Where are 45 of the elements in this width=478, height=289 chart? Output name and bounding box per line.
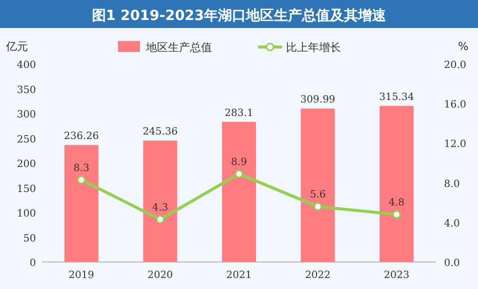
bar bbox=[300, 108, 335, 262]
point bbox=[77, 176, 86, 184]
x-tick-label: 2019 bbox=[68, 270, 94, 281]
y2-tick-label: 0.0 bbox=[444, 258, 460, 269]
data-label: 8.9 bbox=[231, 156, 247, 168]
data-label: 5.6 bbox=[310, 190, 326, 201]
y-tick-label: 200 bbox=[16, 159, 36, 170]
bar bbox=[64, 145, 98, 262]
y-tick-label: 0 bbox=[30, 258, 36, 269]
chart-title: 图1 2019-2023年湖口地区生产总值及其增速 bbox=[92, 7, 388, 24]
y2-tick-label: 12.0 bbox=[444, 139, 466, 150]
point bbox=[234, 170, 244, 178]
point bbox=[156, 215, 164, 224]
y-tick-label: 100 bbox=[16, 208, 36, 220]
bar bbox=[380, 106, 414, 262]
y-tick-label: 350 bbox=[16, 84, 36, 96]
x-tick-label: 2023 bbox=[384, 270, 410, 281]
data-label: 309.99 bbox=[300, 94, 336, 106]
bar bbox=[222, 122, 256, 262]
data-label: 8.3 bbox=[73, 162, 90, 174]
y2-tick-label: 20.0 bbox=[444, 60, 466, 71]
y-tick-label: 300 bbox=[16, 110, 36, 120]
data-label: 4.8 bbox=[388, 197, 405, 208]
y2-axis-title: % bbox=[458, 40, 468, 53]
bar bbox=[143, 140, 178, 262]
y2-tick-label: 4.0 bbox=[444, 218, 460, 230]
y-tick-label: 50 bbox=[23, 233, 36, 244]
x-tick-label: 2021 bbox=[226, 270, 252, 281]
data-label: 283.1 bbox=[224, 108, 254, 119]
data-label: 236.26 bbox=[64, 131, 99, 142]
y-axis-title: 亿元 bbox=[5, 40, 28, 53]
x-tick-label: 2022 bbox=[305, 270, 331, 281]
y-tick-label: 150 bbox=[16, 184, 36, 195]
y2-tick-label: 16.0 bbox=[444, 100, 466, 111]
legend-label: 地区生产总值 bbox=[145, 41, 212, 54]
data-label: 245.36 bbox=[142, 126, 178, 138]
legend-label: 比上年增长 bbox=[286, 41, 341, 54]
y-tick-label: 250 bbox=[16, 134, 36, 146]
y2-tick-label: 8.0 bbox=[444, 178, 460, 190]
y-tick-label: 400 bbox=[16, 60, 36, 71]
data-label: 4.3 bbox=[152, 202, 168, 214]
data-label: 315.34 bbox=[379, 92, 414, 103]
point bbox=[314, 202, 322, 211]
point bbox=[392, 210, 401, 219]
x-tick-label: 2020 bbox=[147, 270, 173, 281]
